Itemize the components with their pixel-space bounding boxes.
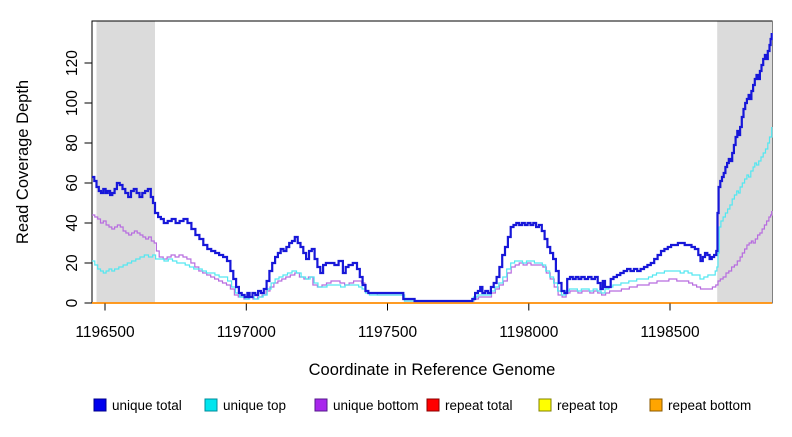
y-axis: 0 20 40 60 80 100 120 (64, 50, 92, 307)
legend-label-unique-total: unique total (112, 398, 182, 413)
legend-label-repeat-total: repeat total (445, 398, 513, 413)
legend-label-repeat-top: repeat top (557, 398, 618, 413)
y-tick-label: 120 (64, 50, 81, 76)
legend: unique total unique top unique bottom repea… (93, 398, 751, 413)
legend-swatch-unique-total (93, 398, 107, 412)
plot-border (91, 20, 773, 304)
series-line-unique-total (92, 33, 773, 303)
legend-swatch-unique-top (204, 398, 218, 412)
series-lines (92, 33, 773, 304)
legend-label-repeat-bottom: repeat bottom (668, 398, 751, 413)
repeat-region-band (96, 21, 155, 303)
y-tick-label: 60 (64, 174, 81, 192)
legend-swatch-repeat-bottom (649, 398, 663, 412)
legend-swatch-unique-bottom (314, 398, 328, 412)
y-tick-label: 80 (64, 134, 81, 152)
y-tick-label: 40 (64, 214, 81, 232)
series-line-unique-top (92, 127, 773, 302)
legend-swatch-repeat-total (426, 398, 440, 412)
legend-label-unique-top: unique top (223, 398, 286, 413)
repeat-region-shading (96, 21, 772, 303)
legend-label-unique-bottom: unique bottom (333, 398, 419, 413)
legend-swatch-repeat-top (538, 398, 552, 412)
y-tick-label: 20 (64, 254, 81, 272)
x-axis-title: Coordinate in Reference Genome (309, 361, 556, 379)
y-axis-title: Read Coverage Depth (14, 80, 32, 244)
x-tick-label: 1197500 (358, 324, 418, 341)
x-tick-label: 1198500 (640, 324, 700, 341)
y-tick-label: 100 (64, 90, 81, 116)
y-tick-label: 0 (64, 298, 81, 307)
x-tick-label: 1196500 (75, 324, 135, 341)
series-line-unique-bottom (92, 211, 773, 302)
x-tick-label: 1198000 (499, 324, 559, 341)
x-axis: 1196500 1197000 1197500 1198000 1198500 (75, 303, 700, 341)
x-tick-label: 1197000 (217, 324, 277, 341)
